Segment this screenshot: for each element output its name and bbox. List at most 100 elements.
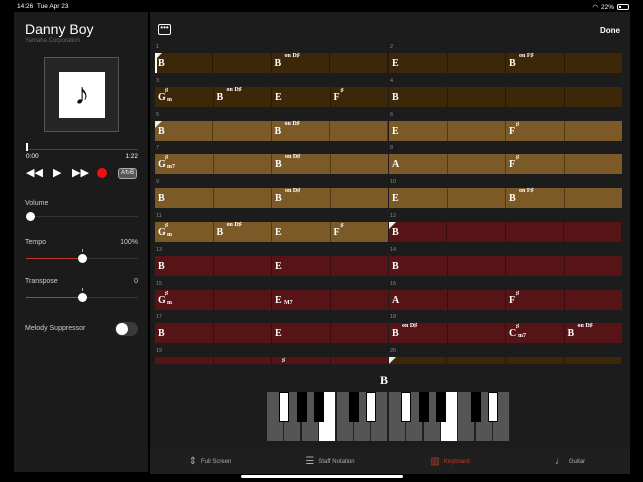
beat[interactable] [448, 154, 506, 175]
beat[interactable] [331, 290, 389, 310]
beat[interactable] [330, 120, 388, 141]
beat[interactable] [448, 323, 506, 344]
beat[interactable]: E [272, 86, 331, 107]
beat[interactable] [213, 120, 272, 141]
rewind-icon[interactable]: ◀◀ [26, 167, 43, 179]
beat[interactable] [565, 53, 623, 73]
tempo-thumb[interactable] [78, 254, 87, 263]
beat[interactable] [331, 154, 389, 174]
beat[interactable] [506, 86, 565, 107]
beat[interactable]: F ♯ [506, 289, 565, 310]
beat[interactable] [448, 86, 506, 107]
tab-full-screen[interactable]: ⇕ Full Screen [150, 449, 270, 474]
beat[interactable] [448, 53, 506, 73]
beat[interactable] [330, 53, 388, 73]
bar-20[interactable]: 20 [389, 348, 622, 364]
beat[interactable]: G ♯ m7 [155, 154, 214, 175]
beat[interactable] [331, 188, 389, 208]
tab-keyboard[interactable]: ▥ Keyboard [390, 449, 510, 474]
beat[interactable]: F ♯ [331, 87, 389, 107]
play-icon[interactable]: ▶ [53, 167, 62, 179]
beat[interactable]: F ♯ [506, 120, 565, 141]
beat[interactable]: G ♯ m [155, 289, 214, 310]
beat[interactable]: B [155, 188, 214, 209]
beat[interactable] [448, 289, 506, 310]
beat[interactable] [506, 222, 564, 242]
beat[interactable]: E [389, 120, 448, 141]
beat[interactable] [213, 53, 272, 73]
beat[interactable]: B [155, 255, 214, 276]
beat[interactable]: E [272, 222, 331, 242]
bar-19[interactable]: 19 ♯ [155, 348, 388, 364]
bar-16[interactable]: 16 A F ♯ [389, 281, 623, 310]
beat[interactable]: C ♯ m7 [506, 323, 565, 344]
beat[interactable] [564, 222, 622, 242]
bar-15[interactable]: 15 G ♯ m E M7 [155, 281, 389, 310]
volume-thumb[interactable] [26, 212, 35, 221]
beat[interactable]: F ♯ [331, 222, 389, 242]
transpose-thumb[interactable] [78, 293, 87, 302]
beat[interactable]: E [389, 53, 448, 73]
tab-staff-notation[interactable]: ☰ Staff Notation [270, 449, 390, 474]
beat[interactable]: E [272, 323, 331, 344]
beat[interactable]: F ♯ [506, 154, 565, 175]
beat[interactable]: B [389, 86, 448, 107]
beat[interactable] [214, 289, 272, 310]
beat[interactable]: B [155, 120, 214, 141]
fast-forward-icon[interactable]: ▶▶ [72, 167, 89, 179]
beat[interactable] [447, 357, 506, 364]
transpose-slider[interactable] [26, 288, 138, 302]
record-button[interactable] [97, 168, 107, 178]
beat[interactable] [565, 154, 623, 174]
done-button[interactable]: Done [600, 26, 620, 35]
beat[interactable]: E [389, 188, 448, 209]
beat[interactable]: G ♯ m [155, 86, 214, 107]
volume-slider[interactable] [26, 212, 138, 221]
beat[interactable]: ♯ [272, 357, 331, 364]
beat[interactable]: B [389, 255, 448, 276]
progress-handle[interactable] [26, 143, 28, 151]
beat[interactable] [448, 255, 506, 276]
beat[interactable] [565, 256, 623, 276]
beat[interactable]: B [389, 222, 448, 242]
more-button[interactable]: ••• [158, 24, 171, 35]
beat[interactable] [214, 188, 272, 209]
beat[interactable] [447, 222, 506, 242]
beat[interactable] [214, 154, 272, 175]
beat[interactable]: E [272, 255, 331, 276]
bar-12[interactable]: 12 B [389, 213, 622, 242]
beat[interactable] [331, 323, 389, 343]
beat[interactable] [565, 290, 623, 310]
beat[interactable] [506, 357, 564, 364]
beat[interactable] [389, 357, 448, 364]
beat[interactable]: A [389, 289, 448, 310]
beat[interactable] [564, 357, 622, 364]
tempo-slider[interactable] [26, 249, 138, 263]
bar-17[interactable]: 17 B E [155, 314, 389, 344]
tab-guitar[interactable]: ♩ Guitar [510, 449, 630, 474]
bar-8[interactable]: 8 A F ♯ [389, 145, 623, 175]
beat[interactable] [565, 188, 623, 208]
beat[interactable]: E M7 [272, 289, 331, 310]
beat[interactable] [448, 188, 506, 209]
beat[interactable]: G ♯ m [155, 222, 214, 242]
beat[interactable] [565, 121, 623, 141]
beat[interactable]: A [389, 154, 448, 175]
